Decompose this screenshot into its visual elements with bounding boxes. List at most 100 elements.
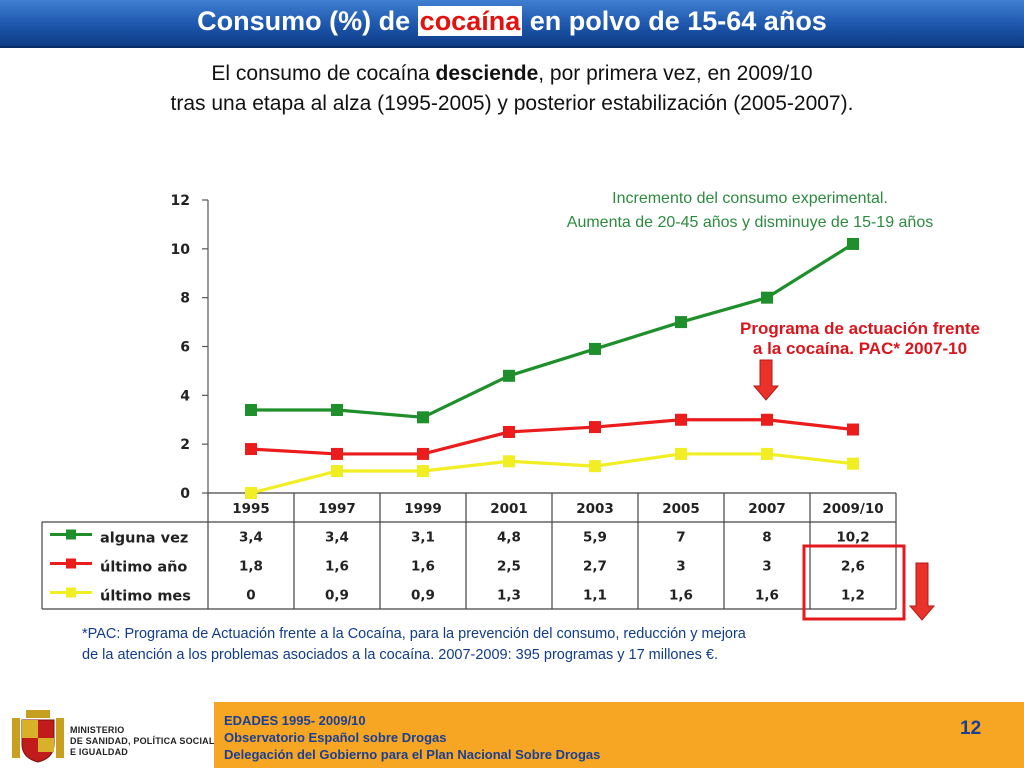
subtitle-line-1-end: , por primera vez, en 2009/10 [538, 62, 813, 85]
series-point [245, 403, 257, 416]
subtitle-line-2: tras una etapa al alza (1995-2005) y pos… [170, 92, 854, 115]
ministry-line-1: MINISTERIO [70, 725, 125, 735]
data-label: 1,6 [755, 588, 779, 604]
x-tick-label: 2009/10 [822, 501, 883, 517]
x-tick-label: 2001 [490, 501, 528, 517]
data-label: 1,3 [497, 588, 521, 604]
series-point [245, 443, 257, 456]
data-label: 3,1 [411, 530, 435, 546]
series-point [847, 423, 859, 436]
highlight-box [802, 544, 906, 621]
data-label: 1,6 [411, 559, 435, 575]
line-chart: 0 2 4 6 8 10 12 1995 1997 1999 2001 2003 2005 2007 200… [41, 193, 936, 621]
legend-marker [66, 558, 76, 569]
footer-band [214, 702, 1024, 768]
series-point [417, 447, 429, 460]
data-label: 1,6 [325, 559, 349, 575]
subtitle-line-1: El consumo de cocaína desciende, por pri… [0, 62, 1024, 86]
subtitle-bold-word: desciende [435, 62, 539, 85]
series-point [761, 447, 773, 460]
subtitle-line-1-start: El consumo de cocaína [211, 62, 436, 85]
data-label: 1,6 [669, 588, 693, 604]
x-tick-label: 2007 [748, 501, 786, 517]
title-prefix: Consumo (%) de [197, 6, 418, 36]
y-tick-label: 0 [180, 486, 190, 502]
series-point [331, 447, 343, 460]
down-arrow-icon [752, 359, 780, 401]
red-annotation-line-2: a la cocaína. PAC* 2007-10 [752, 339, 968, 358]
series-line [251, 242, 854, 419]
data-label: 0,9 [325, 588, 349, 604]
title-bar: Consumo (%) de cocaína en polvo de 15-64… [0, 0, 1024, 48]
series-point [589, 460, 601, 473]
y-tick-label: 6 [180, 340, 190, 356]
legend-label: último año [100, 560, 187, 576]
data-label: 1,1 [583, 588, 607, 604]
x-tick-label: 2005 [662, 501, 700, 517]
data-label: 8 [762, 530, 771, 546]
ministry-logo-area: MINISTERIO DE SANIDAD, POLÍTICA SOCIAL E… [0, 702, 214, 768]
x-tick-label: 1997 [318, 501, 356, 517]
series-point [847, 237, 859, 250]
series-point [503, 369, 515, 382]
data-label: 5,9 [583, 530, 607, 546]
y-tick-label: 4 [180, 388, 190, 404]
series-point [589, 342, 601, 355]
series-point [503, 425, 515, 438]
x-tick-label: 1995 [232, 501, 270, 517]
page-number: 12 [960, 718, 982, 739]
data-label: 2,7 [583, 559, 607, 575]
data-label: 4,8 [497, 530, 521, 546]
down-arrow-icon [908, 562, 936, 621]
series-point [847, 457, 859, 470]
legend-marker [66, 529, 76, 540]
series-point [675, 447, 687, 460]
page-title: Consumo (%) de cocaína en polvo de 15-64… [0, 6, 1024, 37]
title-suffix: en polvo de 15-64 años [522, 6, 827, 36]
coat-of-arms-icon [12, 710, 64, 763]
series-point [761, 413, 773, 426]
y-tick-label: 8 [180, 291, 190, 307]
data-label: 2,5 [497, 559, 521, 575]
x-tick-label: 1999 [404, 501, 442, 517]
footer-source-line-1: EDADES 1995- 2009/10 [224, 713, 366, 728]
legend-marker [66, 587, 76, 598]
series-point [417, 465, 429, 478]
green-annotation-line-2: Aumenta de 20-45 años y disminuye de 15-… [566, 214, 934, 231]
series-line [250, 418, 854, 456]
y-tick-label: 12 [171, 193, 190, 209]
data-label: 1,2 [841, 588, 865, 604]
red-annotation-line-1: Programa de actuación frente [740, 319, 980, 338]
data-label: 1,8 [239, 559, 263, 575]
data-label: 0 [246, 588, 255, 604]
series-point [675, 413, 687, 426]
series-point [417, 411, 429, 424]
legend-label: último mes [100, 589, 191, 605]
footnote-line-1: *PAC: Programa de Actuación frente a la … [82, 626, 746, 642]
footer-source-line-3: Delegación del Gobierno para el Plan Nac… [224, 747, 601, 762]
series-line [250, 452, 854, 495]
series-point [589, 421, 601, 434]
footnote-line-2: de la atención a los problemas asociados… [82, 647, 718, 663]
title-highlight: cocaína [417, 6, 523, 36]
y-tick-label: 2 [180, 437, 190, 453]
series-point [675, 316, 687, 329]
data-label: 3,4 [325, 530, 349, 546]
data-label: 3 [762, 559, 771, 575]
x-tick-label: 2003 [576, 501, 614, 517]
series-point [761, 291, 773, 304]
legend-label: alguna vez [100, 531, 188, 547]
data-label: 0,9 [411, 588, 435, 604]
footer-source-line-2: Observatorio Español sobre Drogas [224, 730, 447, 745]
data-label: 7 [676, 530, 685, 546]
ministry-line-2: DE SANIDAD, POLÍTICA SOCIAL [70, 736, 215, 746]
series-point [331, 465, 343, 478]
y-tick-label: 10 [171, 242, 191, 258]
data-label: 10,2 [836, 530, 869, 546]
green-annotation-line-1: Incremento del consumo experimental. [612, 190, 888, 207]
series-point [503, 455, 515, 468]
series-point [245, 487, 257, 499]
data-label: 3,4 [239, 530, 263, 546]
series-point [331, 403, 343, 416]
ministry-line-3: E IGUALDAD [70, 747, 128, 757]
